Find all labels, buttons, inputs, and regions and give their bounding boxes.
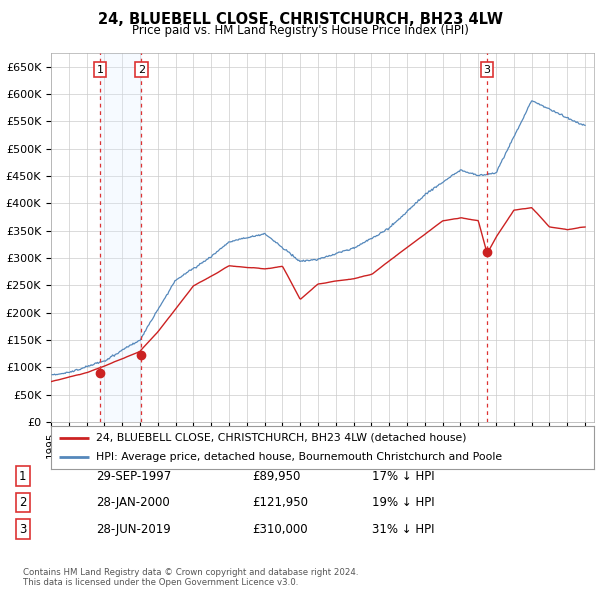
Text: 19% ↓ HPI: 19% ↓ HPI (372, 496, 434, 509)
Text: 2: 2 (138, 65, 145, 75)
Text: £89,950: £89,950 (252, 470, 301, 483)
Text: 24, BLUEBELL CLOSE, CHRISTCHURCH, BH23 4LW (detached house): 24, BLUEBELL CLOSE, CHRISTCHURCH, BH23 4… (95, 432, 466, 442)
Text: £121,950: £121,950 (252, 496, 308, 509)
Text: 3: 3 (484, 65, 491, 75)
Text: 28-JAN-2000: 28-JAN-2000 (96, 496, 170, 509)
Text: Contains HM Land Registry data © Crown copyright and database right 2024.
This d: Contains HM Land Registry data © Crown c… (23, 568, 358, 587)
Text: Price paid vs. HM Land Registry's House Price Index (HPI): Price paid vs. HM Land Registry's House … (131, 24, 469, 37)
Text: 1: 1 (19, 470, 26, 483)
Text: HPI: Average price, detached house, Bournemouth Christchurch and Poole: HPI: Average price, detached house, Bour… (95, 453, 502, 463)
Text: 31% ↓ HPI: 31% ↓ HPI (372, 523, 434, 536)
Text: £310,000: £310,000 (252, 523, 308, 536)
Text: 29-SEP-1997: 29-SEP-1997 (96, 470, 171, 483)
Text: 17% ↓ HPI: 17% ↓ HPI (372, 470, 434, 483)
Text: 3: 3 (19, 523, 26, 536)
Text: 24, BLUEBELL CLOSE, CHRISTCHURCH, BH23 4LW: 24, BLUEBELL CLOSE, CHRISTCHURCH, BH23 4… (97, 12, 503, 27)
Text: 1: 1 (97, 65, 103, 75)
Bar (100, 53, 142, 422)
Text: 28-JUN-2019: 28-JUN-2019 (96, 523, 171, 536)
Text: 2: 2 (19, 496, 26, 509)
